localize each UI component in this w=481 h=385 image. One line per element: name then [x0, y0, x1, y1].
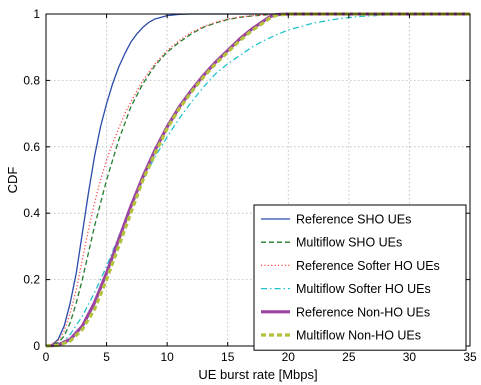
legend-box [253, 204, 467, 351]
legend-label-multiflow-softer-ho-ues: Multiflow Softer HO UEs [296, 282, 431, 296]
series-line-multiflow-softer-ho-ues [45, 13, 471, 347]
series-line-reference-softer-ho-ues [45, 13, 470, 347]
legend-label-multiflow-non-ho-ues: Multiflow Non-HO UEs [296, 329, 421, 343]
x-tick-label: 30 [403, 350, 417, 364]
x-tick-label: 5 [103, 350, 110, 364]
x-tick-label: 20 [282, 350, 296, 364]
legend-label-reference-softer-ho-ues: Reference Softer HO UEs [296, 259, 440, 273]
x-tick-label: 15 [221, 350, 235, 364]
x-tick-label: 10 [160, 350, 174, 364]
tick-layer: 0 5 10 15 20 25 30 35 0 0.2 0.4 0.6 0.8 1 [23, 7, 477, 364]
y-tick-label: 0 [33, 339, 40, 353]
series-line-multiflow-non-ho-ues [45, 12, 470, 348]
legend-label-multiflow-sho-ues: Multiflow SHO UEs [296, 236, 402, 250]
legend-label-reference-sho-ues: Reference SHO UEs [296, 213, 411, 227]
legend-label-reference-non-ho-ues: Reference Non-HO UEs [296, 305, 430, 319]
x-tick-label: 35 [463, 350, 477, 364]
y-tick-label: 0.6 [23, 140, 40, 154]
y-tick-label: 0.8 [23, 73, 40, 87]
x-axis-label: UE burst rate [Mbps] [198, 367, 317, 382]
y-tick-label: 0.2 [23, 273, 40, 287]
legend: Reference SHO UEs Multiflow SHO UEs Refere… [253, 204, 467, 351]
x-tick-label: 0 [43, 350, 50, 364]
y-axis-label: CDF [5, 167, 20, 194]
x-tick-label: 25 [342, 350, 356, 364]
y-tick-label: 1 [33, 7, 40, 21]
y-tick-label: 0.4 [23, 206, 40, 220]
